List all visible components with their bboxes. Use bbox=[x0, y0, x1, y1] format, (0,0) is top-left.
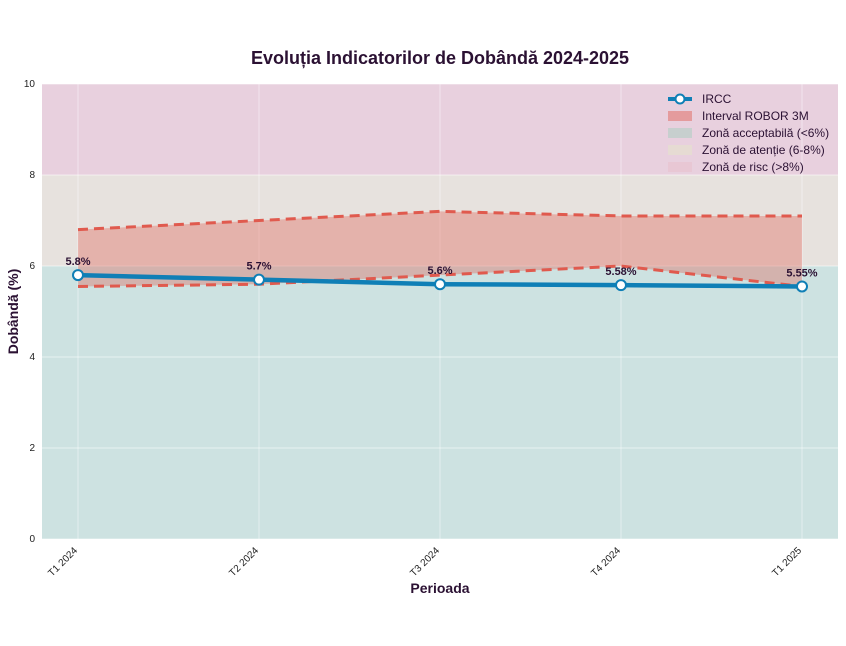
x-tick-label: T4 2024 bbox=[589, 545, 623, 579]
ircc-data-label: 5.8% bbox=[65, 256, 90, 268]
ircc-data-label: 5.55% bbox=[786, 267, 817, 279]
legend-zone-label-0: Zonă acceptabilă (<6%) bbox=[702, 126, 829, 140]
zone-band-2 bbox=[42, 84, 838, 175]
legend-ircc-label: IRCC bbox=[702, 92, 732, 106]
x-tick-label: T1 2024 bbox=[46, 545, 80, 579]
ircc-point bbox=[72, 269, 84, 282]
x-axis-label: Perioada bbox=[410, 580, 469, 596]
y-tick-label: 10 bbox=[24, 79, 36, 90]
robor-band-area bbox=[78, 211, 802, 287]
zone-band-1 bbox=[42, 175, 838, 266]
y-tick-label: 6 bbox=[29, 261, 35, 272]
legend-zone-swatch-1 bbox=[668, 145, 692, 155]
x-tick-label: T2 2024 bbox=[227, 545, 261, 579]
x-tick-label: T1 2025 bbox=[770, 545, 804, 579]
legend-robor-label: Interval ROBOR 3M bbox=[702, 109, 809, 123]
y-tick-label: 4 bbox=[29, 352, 35, 363]
legend-ircc-marker bbox=[674, 93, 686, 105]
robor-upper-line bbox=[77, 209, 802, 232]
y-axis-label: Dobândă (%) bbox=[5, 269, 21, 355]
ircc-point bbox=[434, 278, 446, 291]
robor-lower-line bbox=[77, 264, 803, 288]
zone-band-0 bbox=[42, 266, 838, 539]
chart-title: Evoluția Indicatorilor de Dobândă 2024-2… bbox=[251, 48, 629, 68]
y-tick-label: 2 bbox=[29, 443, 35, 454]
x-tick-label: T3 2024 bbox=[408, 545, 442, 579]
ircc-data-label: 5.7% bbox=[246, 261, 271, 273]
ircc-data-label: 5.6% bbox=[427, 265, 452, 277]
legend-zone-swatch-0 bbox=[668, 128, 692, 138]
ircc-point bbox=[796, 280, 808, 293]
y-tick-label: 8 bbox=[29, 170, 35, 181]
ircc-point bbox=[253, 273, 265, 286]
ircc-data-label: 5.58% bbox=[605, 266, 636, 278]
ircc-point bbox=[615, 279, 627, 292]
legend-zone-swatch-2 bbox=[668, 162, 692, 172]
legend-zone-label-1: Zonă de atenție (6-8%) bbox=[702, 143, 825, 157]
legend-robor-swatch bbox=[668, 111, 692, 121]
y-tick-label: 0 bbox=[29, 534, 35, 545]
legend-zone-label-2: Zonă de risc (>8%) bbox=[702, 160, 804, 174]
